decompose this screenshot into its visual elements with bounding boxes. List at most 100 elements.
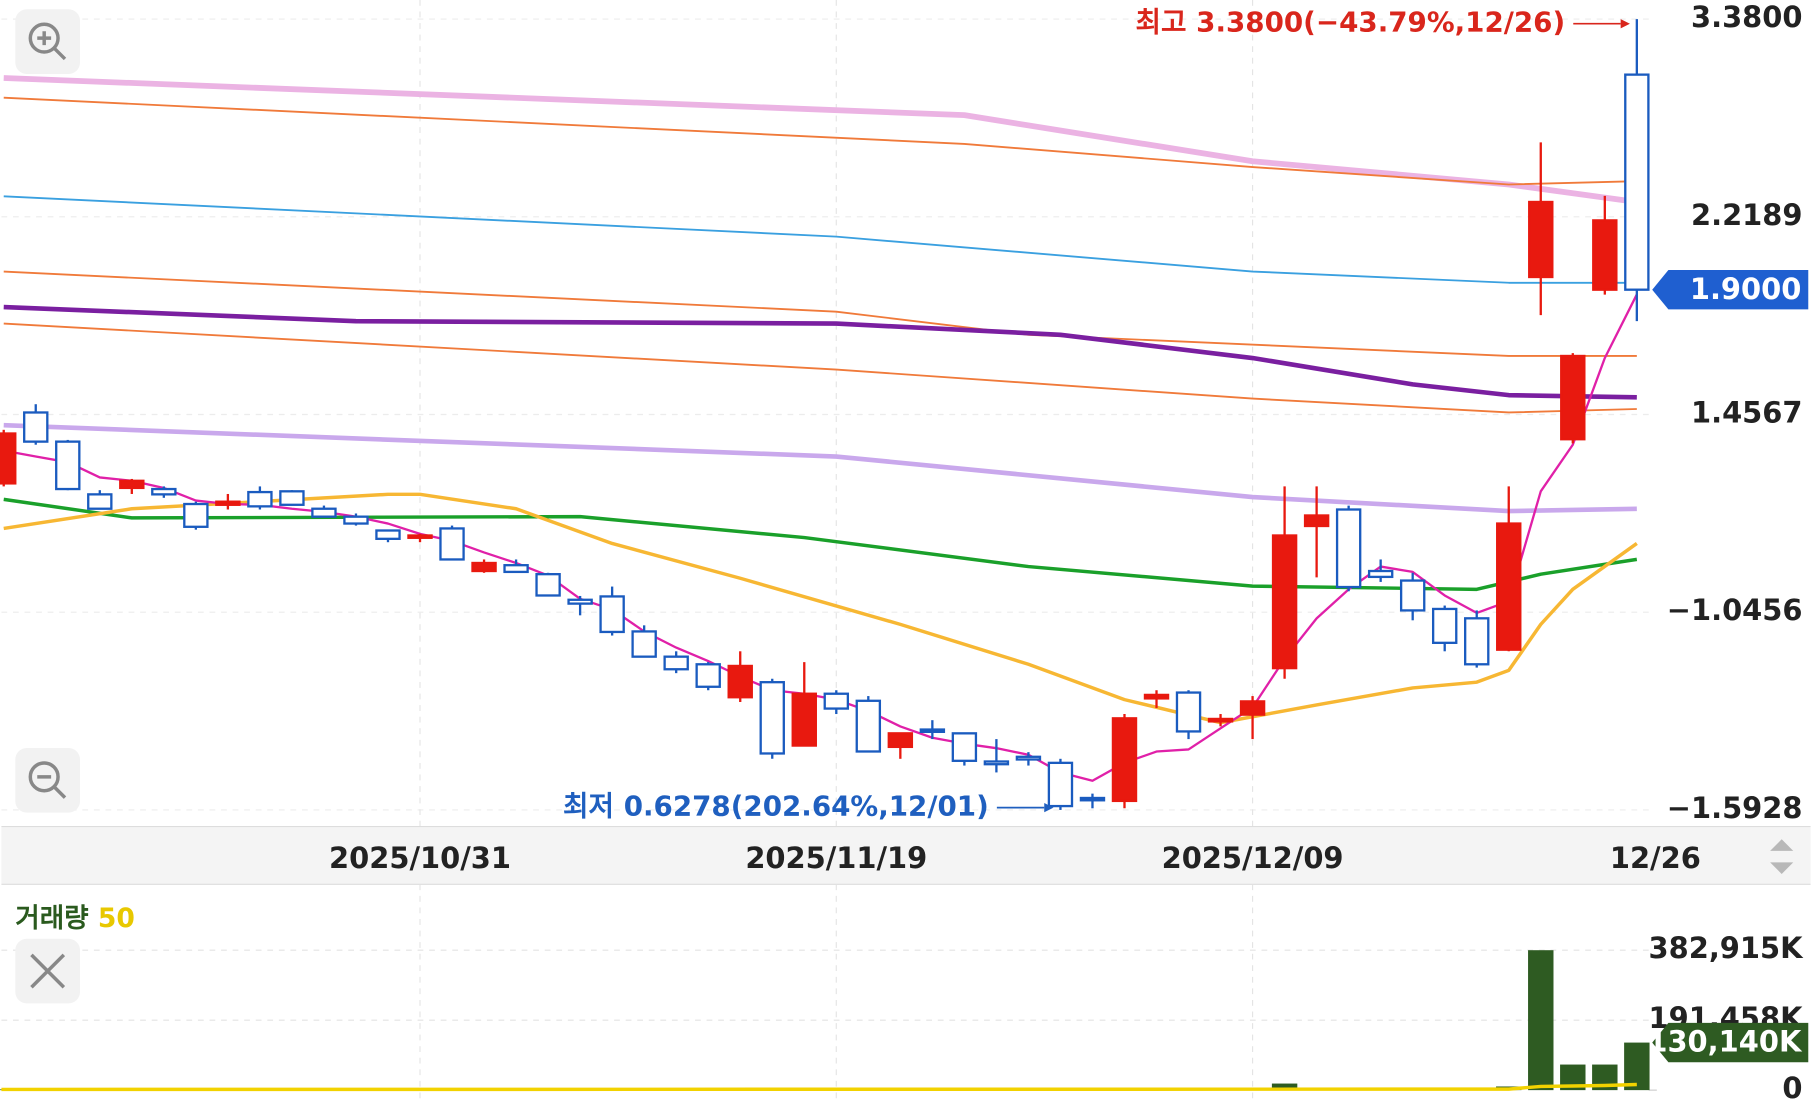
candle-body	[23, 411, 49, 443]
candle-body	[215, 500, 241, 506]
candle-body	[343, 515, 369, 525]
zoom-in[interactable]	[15, 9, 81, 74]
arrow-up[interactable]	[1770, 839, 1794, 851]
candle-body	[119, 479, 145, 490]
candle-body	[1015, 755, 1042, 761]
y-tick-label: 1.4567	[1691, 396, 1803, 430]
close-volume[interactable]	[15, 938, 81, 1004]
candle-body	[407, 534, 433, 539]
volume-ma-line	[1, 1082, 1637, 1092]
zoom-out[interactable]	[15, 747, 81, 813]
candle-body	[1335, 508, 1362, 589]
moving-average-line	[3, 96, 1637, 186]
x-axis: 2025/10/31 2025/11/19 2025/12/09 12/26	[329, 841, 1701, 875]
candle-body	[1592, 219, 1618, 291]
moving-average-line	[3, 293, 1638, 782]
candle-body	[1528, 200, 1554, 279]
x-tick-label: 2025/11/19	[745, 841, 927, 875]
candle-body	[279, 490, 305, 506]
moving-average-line	[3, 422, 1637, 514]
candle-body	[1143, 693, 1170, 700]
candle-body	[183, 502, 209, 528]
candle-body	[567, 598, 593, 605]
candle-body	[919, 728, 946, 734]
annotation-label: 최고 3.3800(−43.79%,12/26)	[1135, 6, 1565, 39]
y-tick-label: 3.3800	[1691, 0, 1803, 34]
price-axis: 3.3800 2.2189 1.4567 −1.0456 −1.5928 최고 3.380…	[563, 0, 1809, 825]
moving-average-line	[3, 322, 1637, 414]
candle-body	[631, 630, 657, 658]
y-tick-label: 0	[1782, 1071, 1802, 1104]
candle-body	[1271, 534, 1298, 670]
moving-average-line	[3, 195, 1637, 284]
volume-tag-label: 130,140K	[1647, 1025, 1803, 1059]
candle-body	[791, 692, 817, 747]
x-tick-label: 2025/10/31	[329, 841, 511, 875]
candle-body	[663, 655, 689, 671]
candle-body	[823, 692, 850, 710]
scroll-arrows[interactable]	[1770, 839, 1794, 874]
volume-bar	[1624, 1042, 1650, 1091]
candle-body	[0, 432, 17, 485]
volume-title: 거래량	[15, 903, 89, 934]
volume-bar	[1528, 950, 1554, 1091]
candle-body	[55, 440, 81, 491]
candle-body	[1111, 717, 1138, 803]
annotation-arrowhead	[1620, 19, 1630, 29]
annotation-arrowhead	[1044, 803, 1054, 813]
candle-body	[471, 561, 497, 573]
x-tick-label: 12/26	[1610, 841, 1701, 875]
zoom-out-icon[interactable]	[37, 775, 67, 799]
price-tag	[1652, 270, 1809, 310]
candle-body	[1047, 761, 1074, 808]
candle-body	[1207, 717, 1234, 723]
candle-body	[599, 595, 625, 634]
candle-body	[1239, 700, 1266, 716]
zoom-in-icon[interactable]	[37, 31, 67, 61]
candle-body	[247, 490, 273, 508]
candle-body	[759, 681, 785, 755]
candle-body	[1175, 691, 1202, 733]
candle-body	[375, 529, 401, 540]
candle-body	[1560, 354, 1586, 441]
moving-average-line	[3, 304, 1637, 400]
moving-average-line	[3, 492, 1638, 725]
candle-body	[887, 732, 914, 749]
candle-body	[1624, 73, 1650, 291]
candle-body	[1079, 796, 1106, 802]
volume-ma-period: 50	[98, 903, 135, 934]
close-icon[interactable]	[30, 953, 66, 989]
volume-bar	[1271, 1083, 1298, 1091]
candle-body	[503, 564, 529, 574]
y-tick-label: 2.2189	[1691, 198, 1803, 232]
candle-body	[535, 573, 561, 597]
candle-body	[311, 507, 337, 518]
annotation-label: 최저 0.6278(202.64%,12/01)	[563, 790, 989, 823]
candle-body	[727, 664, 753, 699]
candles	[0, 19, 1650, 810]
x-axis-strip	[1, 826, 1811, 885]
candle-body	[1367, 569, 1394, 579]
candle-body	[1464, 617, 1490, 666]
price-grid	[1, 0, 1649, 827]
zoom-out-icon[interactable]	[28, 761, 60, 793]
arrow-down[interactable]	[1770, 862, 1794, 874]
candle-body	[1431, 607, 1458, 644]
candle-body	[151, 487, 177, 496]
x-tick-label: 2025/12/09	[1162, 841, 1344, 875]
zoom-out-bg[interactable]	[15, 747, 81, 813]
candle-body	[1496, 522, 1522, 651]
candle-body	[855, 699, 882, 753]
candle-body	[439, 527, 465, 561]
y-tick-label: −1.0456	[1667, 593, 1803, 627]
zoom-in-icon[interactable]	[28, 22, 60, 54]
zoom-in-bg[interactable]	[15, 9, 81, 74]
candle-body	[951, 732, 978, 762]
moving-average-line	[3, 75, 1638, 205]
candle-body	[87, 493, 113, 510]
candle-body	[695, 663, 721, 688]
y-tick-label: 382,915K	[1649, 931, 1805, 965]
volume-tag	[1652, 1022, 1809, 1063]
